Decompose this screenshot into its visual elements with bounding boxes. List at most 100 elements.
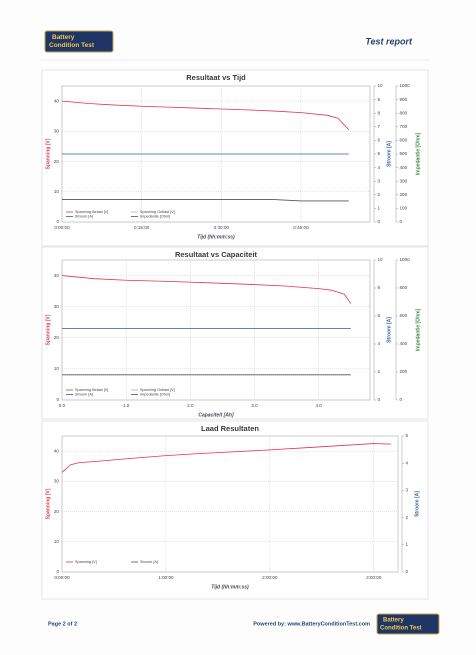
x-tick-label: 3.0 [251, 403, 258, 408]
x-tick-label: 1:00:00 [158, 575, 174, 580]
y-tick-label: 30 [54, 129, 60, 134]
y-axis-label: Impedantie [Ohm] [415, 132, 421, 175]
y-tick-label: 1 [378, 206, 381, 211]
chart-title: Resultaat vs Capaciteit [175, 250, 258, 259]
x-tick-label: 0:00:00 [54, 575, 70, 580]
y-tick-label: 8 [378, 285, 381, 290]
legend-label: Stroom [A] [75, 393, 93, 397]
legend-label: Spanning Belast [V] [75, 210, 108, 214]
y-tick-label: 800 [400, 110, 408, 115]
y-tick-label: 2 [378, 192, 381, 197]
series-line [62, 199, 349, 202]
y-tick-label: 0 [56, 397, 59, 402]
chart-title: Resultaat vs Tijd [186, 73, 246, 82]
logo-text: Battery [52, 34, 75, 41]
y-tick-label: 30 [54, 304, 60, 309]
x-tick-label: 3:00:00 [366, 575, 382, 580]
y-tick-label: 8 [378, 110, 381, 115]
x-tick-label: 2.0 [187, 403, 194, 408]
y-tick-label: 600 [400, 313, 408, 318]
y-tick-label: 10 [54, 539, 60, 544]
y-tick-label: 300 [400, 178, 408, 183]
y-tick-label: 40 [54, 98, 60, 103]
y-tick-label: 9 [378, 97, 381, 102]
x-tick-label: 0.0 [59, 403, 66, 408]
y-tick-label: 10 [378, 257, 384, 262]
y-axis-label: Stroom [A] [386, 317, 392, 343]
x-tick-label: 0:00:00 [54, 225, 70, 230]
y-tick-label: 700 [400, 124, 408, 129]
y-tick-label: 0 [378, 219, 381, 224]
legend-label: Spanning Ontlast [V] [140, 388, 175, 392]
powered-by: Powered by: www.BatteryConditionTest.com [253, 621, 370, 627]
y-tick-label: 6 [378, 313, 381, 318]
y-tick-label: 10 [378, 83, 384, 88]
y-tick-label: 1000 [400, 257, 411, 262]
y-tick-label: 2 [406, 515, 409, 520]
y-tick-label: 0 [378, 397, 381, 402]
x-axis-label: Capaciteit [Ah] [198, 412, 234, 418]
series-line [61, 100, 350, 131]
x-tick-label: 0:15:00 [134, 225, 150, 230]
y-axis-label: Spanning [V] [45, 488, 51, 519]
y-tick-label: 30 [54, 479, 60, 484]
x-tick-label: 0:45:00 [293, 225, 309, 230]
y-axis-label: Spanning [V] [45, 314, 51, 345]
y-axis-label: Impedantie [Ohm] [415, 308, 421, 351]
y-tick-label: 10 [54, 366, 60, 371]
y-tick-label: 20 [54, 335, 60, 340]
y-tick-label: 10 [54, 189, 60, 194]
y-tick-label: 3 [406, 488, 409, 493]
y-tick-label: 20 [54, 509, 60, 514]
y-tick-label: 2 [378, 369, 381, 374]
x-axis-label: Tijd (hh:mm:ss) [197, 234, 235, 240]
x-tick-label: 4.0 [315, 403, 322, 408]
y-tick-label: 1 [406, 542, 409, 547]
y-tick-label: 500 [400, 151, 408, 156]
y-tick-label: 3 [378, 178, 381, 183]
y-tick-label: 900 [400, 97, 408, 102]
plot-area [61, 435, 399, 573]
y-tick-label: 5 [378, 151, 381, 156]
y-axis-label: Stroom [A] [386, 141, 392, 167]
y-tick-label: 0 [400, 219, 403, 224]
y-tick-label: 800 [400, 285, 408, 290]
y-tick-label: 7 [378, 124, 381, 129]
y-tick-label: 4 [378, 341, 381, 346]
header-logo [44, 30, 114, 53]
x-axis-label: Tijd (hh:mm:ss) [211, 584, 249, 590]
y-tick-label: 4 [378, 165, 381, 170]
logo-text: Condition Test [49, 42, 95, 49]
y-tick-label: 1000 [400, 83, 411, 88]
series-line [61, 443, 392, 473]
y-axis-label: Stroom [A] [414, 491, 420, 517]
logo-text: Condition Test [380, 626, 422, 632]
y-tick-label: 400 [400, 165, 408, 170]
y-tick-label: 6 [378, 138, 381, 143]
y-tick-label: 0 [400, 397, 403, 402]
y-tick-label: 200 [400, 369, 408, 374]
y-tick-label: 100 [400, 206, 408, 211]
y-tick-label: 200 [400, 192, 408, 197]
legend-label: Stroom [A] [140, 560, 158, 564]
x-tick-label: 0:30:00 [214, 225, 230, 230]
plot-area [61, 259, 371, 401]
y-tick-label: 40 [54, 448, 60, 453]
logo-text: Battery [383, 618, 404, 624]
y-tick-label: 400 [400, 341, 408, 346]
legend-label: Spanning Ontlast [V] [140, 210, 175, 214]
footer-logo [376, 613, 440, 635]
legend-label: Spanning Belast [V] [75, 388, 108, 392]
y-tick-label: 20 [54, 159, 60, 164]
series-line [61, 275, 352, 304]
report-title: Test report [365, 36, 413, 46]
legend-label: Spanning [V] [75, 560, 97, 564]
y-tick-label: 40 [54, 273, 60, 278]
legend-label: Stroom [A] [75, 215, 93, 219]
y-axis-label: Spanning [V] [45, 138, 51, 169]
page-number: Page 2 of 2 [48, 621, 77, 627]
y-tick-label: 4 [406, 460, 409, 465]
legend-label: Impedantie [Ohm] [140, 393, 170, 397]
